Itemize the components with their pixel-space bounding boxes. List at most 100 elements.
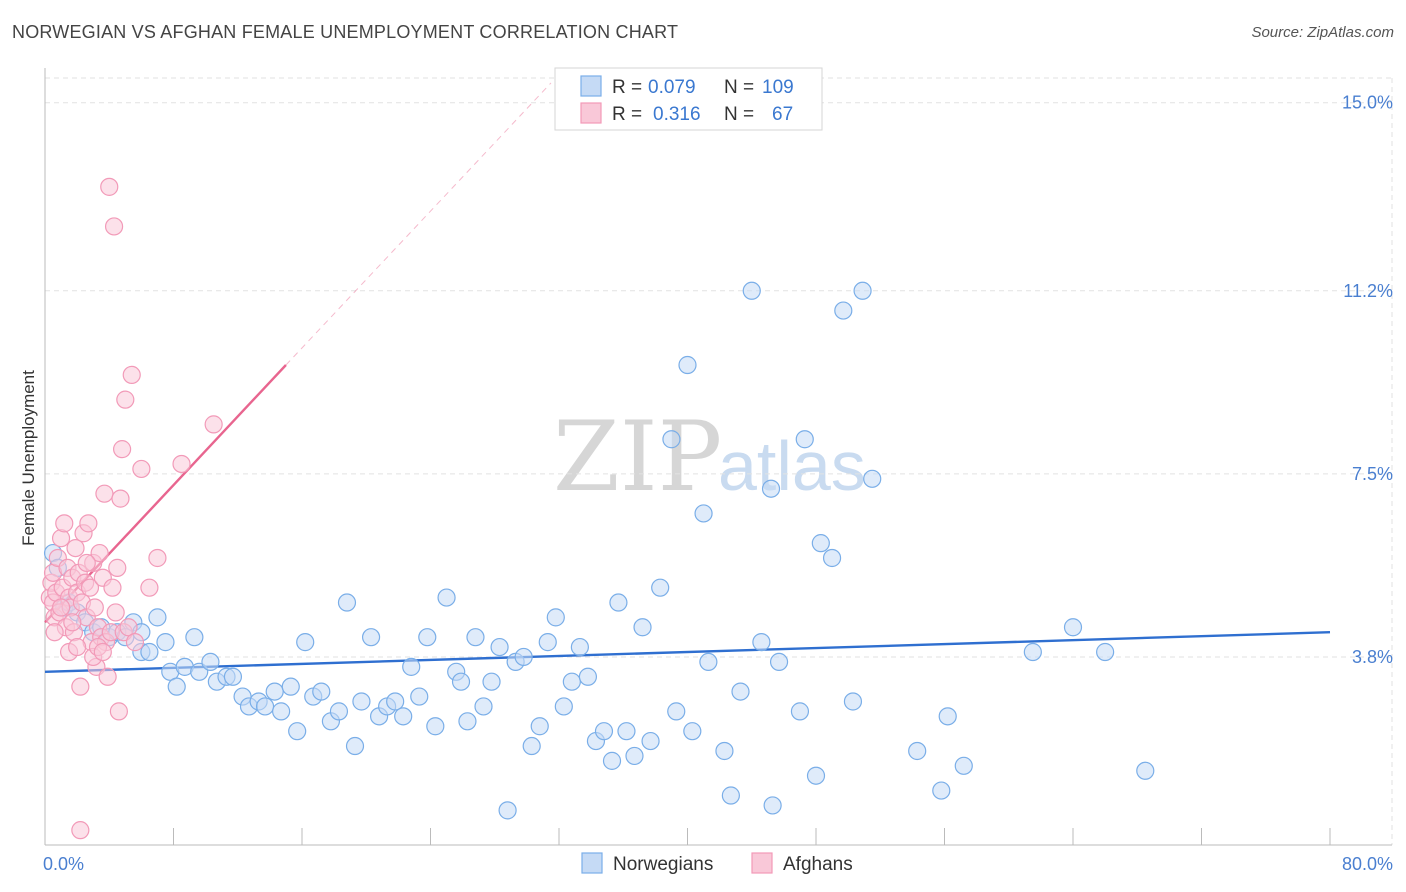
norwegian-point (272, 702, 291, 721)
norwegian-point (288, 722, 307, 741)
afghan-point (103, 578, 122, 597)
bottom-legend-label-afghans: Afghans (783, 854, 853, 875)
afghan-point (140, 578, 159, 597)
norwegian-point (790, 702, 810, 721)
afghan-point (122, 365, 141, 385)
norwegian-point (296, 633, 315, 652)
afghan-point (45, 623, 64, 642)
norwegian-point (752, 633, 771, 652)
norwegian-point (795, 430, 814, 449)
afghan-point (95, 484, 114, 503)
norwegian-point (609, 593, 628, 612)
source-note: Source: ZipAtlas.com (1251, 24, 1394, 41)
norwegian-point (1063, 618, 1083, 637)
norwegian-point (763, 796, 782, 815)
norwegian-point (811, 534, 830, 553)
norwegian-point (678, 355, 697, 375)
norwegian-point (853, 281, 872, 300)
norwegian-point (201, 652, 220, 672)
norwegian-point (474, 697, 493, 716)
norwegian-point (715, 741, 734, 761)
afghan-point (100, 177, 119, 196)
bottom-legend-swatch-norwegians (581, 852, 603, 874)
norwegian-point (731, 682, 750, 701)
series-legend: Norwegians Afghans (581, 852, 853, 875)
afghan-point (77, 553, 96, 573)
afghan-point (68, 637, 87, 657)
watermark: ZIP atlas (553, 401, 866, 513)
afghan-point (66, 538, 85, 558)
afghan-point (111, 489, 130, 508)
y-tick-label: 11.2% (1343, 281, 1393, 301)
norwegian-point (538, 633, 557, 652)
norwegian-point (522, 736, 541, 756)
x-tick-label-max: 80.0% (1342, 854, 1393, 874)
norwegian-point (466, 628, 485, 647)
norwegian-point (345, 736, 365, 756)
norwegian-point (834, 301, 853, 320)
gridlines (45, 77, 1393, 845)
y-tick-label: 3.8% (1352, 647, 1393, 667)
norwegian-point (265, 682, 284, 701)
norwegian-point (554, 697, 573, 716)
norwegian-point (769, 652, 789, 672)
norwegian-point (281, 677, 300, 696)
tick-labels: 3.8% 7.5% 11.2% 15.0% 0.0% 80.0% (43, 93, 1393, 874)
afghan-point (106, 603, 125, 622)
norwegian-point (546, 608, 565, 627)
norwegian-point (167, 677, 186, 696)
norwegian-point (458, 712, 477, 731)
afghan-point (109, 702, 128, 721)
afghan-point (104, 217, 124, 236)
norwegian-point (530, 717, 549, 736)
norwegians-trendline-solid (44, 631, 1331, 674)
norwegian-point (437, 588, 456, 607)
afghan-point (132, 459, 151, 479)
norwegian-point (482, 672, 501, 691)
y-tick-label: 15.0% (1342, 93, 1393, 113)
y-tick-label: 7.5% (1352, 464, 1393, 484)
norwegian-point (337, 593, 357, 612)
afghan-point (125, 633, 145, 652)
legend-r-value-norwegians: 0.079 (648, 77, 696, 98)
trendlines (44, 82, 1331, 674)
afghan-point (71, 677, 90, 696)
norwegian-point (863, 469, 882, 488)
norwegian-point (148, 608, 167, 627)
afghan-point (51, 598, 71, 617)
norwegian-point (361, 628, 381, 647)
legend-n-value-norwegians: 109 (762, 77, 794, 98)
norwegian-point (451, 672, 471, 691)
norwegian-point (908, 741, 927, 761)
norwegian-point (1096, 642, 1115, 662)
norwegian-point (602, 751, 622, 770)
norwegian-point (490, 637, 509, 657)
afghan-point (112, 440, 132, 459)
bottom-legend-label-norwegians: Norwegians (613, 854, 713, 875)
norwegian-point (386, 692, 405, 711)
correlation-legend: R = 0.079 N = 109 R = 0.316 N = 67 (554, 67, 823, 131)
legend-r-value-afghans: 0.316 (653, 104, 701, 125)
norwegian-point (329, 702, 349, 721)
bottom-legend-swatch-afghans (751, 852, 773, 874)
afghan-point (63, 613, 82, 632)
afghan-point (80, 578, 100, 597)
legend-r-label-afghans: R = (612, 104, 642, 125)
norwegian-point (822, 548, 842, 568)
legend-swatch-norwegians (580, 75, 602, 97)
y-axis-title: Female Unemployment (19, 370, 38, 546)
legend-r-label-norwegians: R = (612, 77, 642, 98)
norwegian-point (954, 756, 973, 775)
norwegian-point (140, 642, 159, 662)
norwegian-point (667, 702, 686, 721)
axes (44, 68, 1392, 846)
x-tick-label-min: 0.0% (43, 854, 84, 874)
afghans-points (40, 177, 223, 840)
norwegian-point (418, 628, 437, 647)
afghan-point (51, 529, 71, 548)
norwegian-point (312, 682, 331, 701)
norwegian-point (578, 667, 598, 686)
norwegian-point (843, 692, 863, 711)
norwegian-point (255, 697, 275, 716)
